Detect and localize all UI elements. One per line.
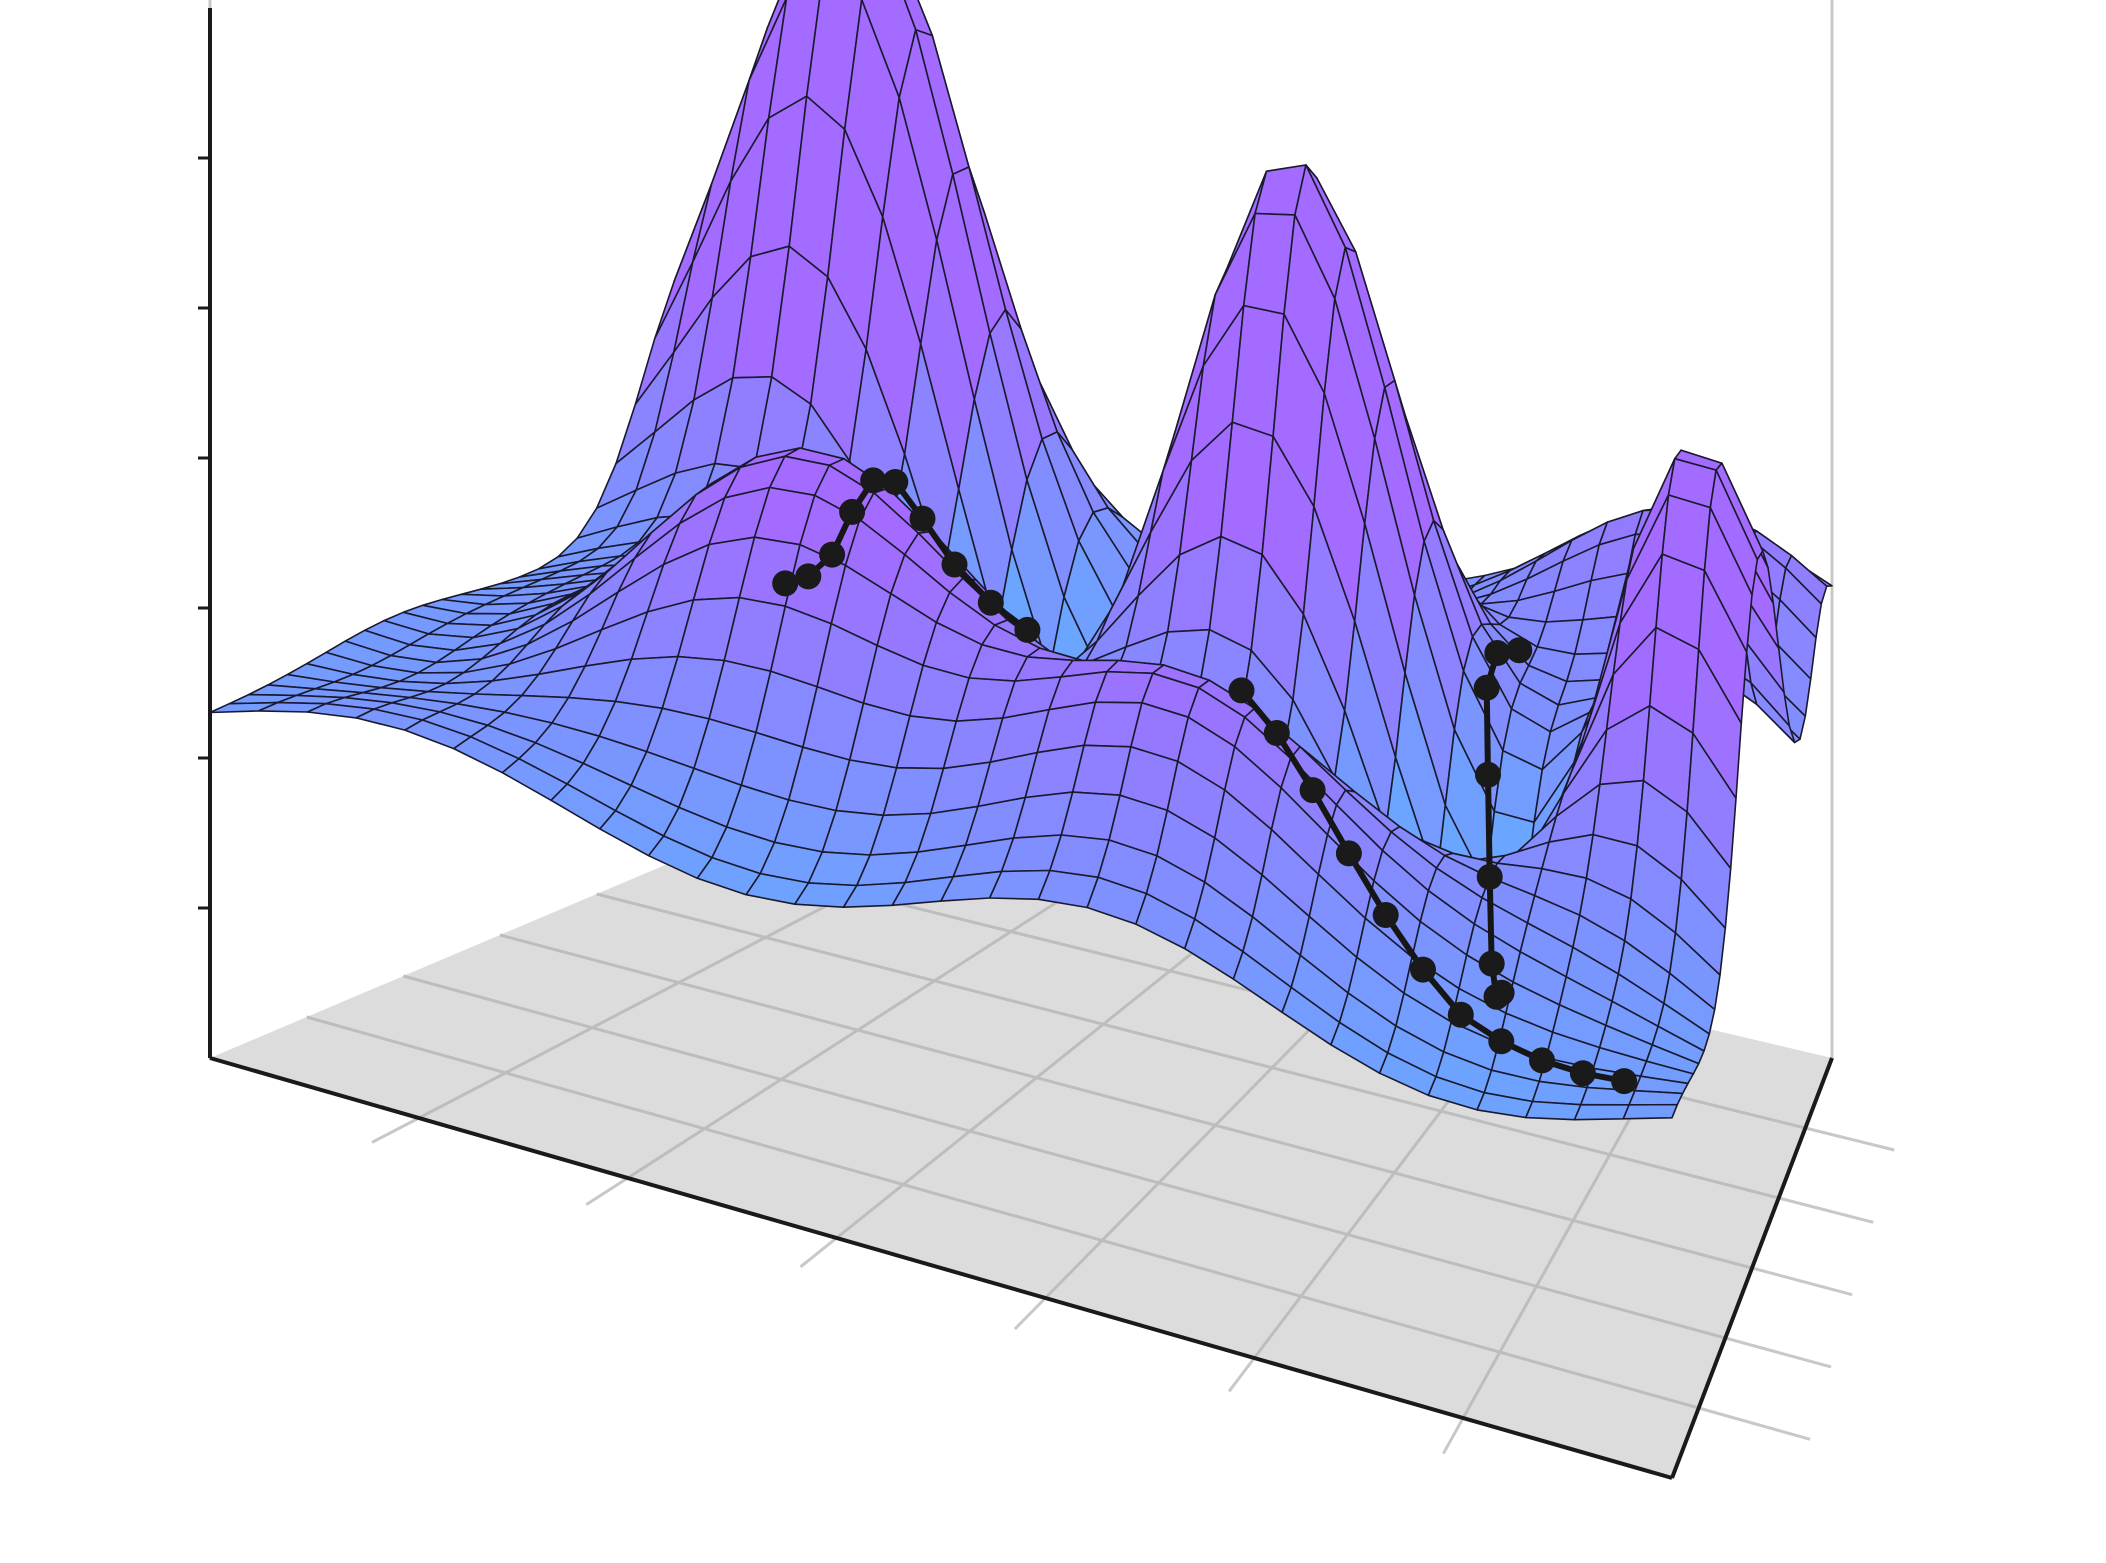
trajectory-point-1-5	[860, 467, 887, 494]
trajectory-point-2-2	[1484, 640, 1511, 666]
floor-grid-y-2	[402, 974, 1726, 1340]
trajectory-point-2-5	[1476, 863, 1503, 890]
trajectory-point-3-2	[1263, 720, 1290, 746]
surface-cell	[1628, 1089, 1684, 1106]
trajectory-point-2-3	[1473, 674, 1500, 701]
y-tick-stub-3	[1751, 1266, 1853, 1297]
trajectory-point-1-8	[941, 551, 968, 578]
y-tick-stub-2	[1724, 1336, 1832, 1369]
trajectory-point-3-11	[1611, 1068, 1638, 1095]
trajectory-point-3-5	[1372, 902, 1399, 928]
y-tick-stub-1	[1698, 1406, 1811, 1441]
x-tick-stub-6	[1442, 1417, 1465, 1455]
trajectory-point-3-3	[1299, 777, 1326, 804]
trajectory-point-2-4	[1475, 761, 1501, 788]
trajectory-point-3-9	[1529, 1047, 1555, 1074]
trajectory-point-3-6	[1410, 956, 1436, 983]
axis-frame	[198, 8, 1834, 1480]
y-tick-stub-5	[1804, 1126, 1895, 1152]
floor-grid-y-4	[596, 892, 1780, 1200]
surface-cell	[1573, 1103, 1630, 1121]
floor-grid-y-1	[306, 1015, 1700, 1410]
trajectory-point-1-10	[1014, 616, 1041, 643]
trajectory-point-1-7	[909, 505, 936, 532]
trajectory-point-3-7	[1447, 1001, 1474, 1028]
trajectory-point-1-1	[772, 570, 799, 597]
trajectory-point-1-6	[882, 469, 909, 495]
trajectory-point-1-4	[839, 498, 866, 525]
trajectory-point-3-8	[1488, 1028, 1515, 1055]
trajectory-point-2-8	[1488, 979, 1515, 1006]
trajectory-point-2-6	[1478, 950, 1505, 977]
trajectory-point-3-10	[1569, 1060, 1596, 1087]
trajectory-point-3-1	[1228, 677, 1255, 704]
y-axis-line	[1670, 1057, 1834, 1479]
trajectory-point-1-2	[795, 563, 822, 590]
trajectory-point-3-4	[1335, 840, 1362, 867]
trajectory-point-2-1	[1506, 637, 1533, 664]
x-tick-stub-3	[799, 1236, 838, 1269]
x-axis-line	[209, 1056, 1673, 1480]
x-tick-stub-5	[1227, 1357, 1256, 1393]
surface-cell	[1622, 1103, 1679, 1120]
x-tick-stub-4	[1013, 1296, 1047, 1331]
trajectory-point-1-3	[819, 541, 846, 568]
trajectory-point-1-9	[977, 589, 1004, 616]
x-tick-stub-1	[371, 1116, 420, 1144]
y-tick-stub-4	[1778, 1196, 1874, 1224]
surface-cell	[1525, 1100, 1582, 1121]
trajectory-paths	[772, 467, 1638, 1095]
floor-grid-y-3	[499, 933, 1753, 1270]
x-tick-stub-2	[585, 1176, 629, 1206]
